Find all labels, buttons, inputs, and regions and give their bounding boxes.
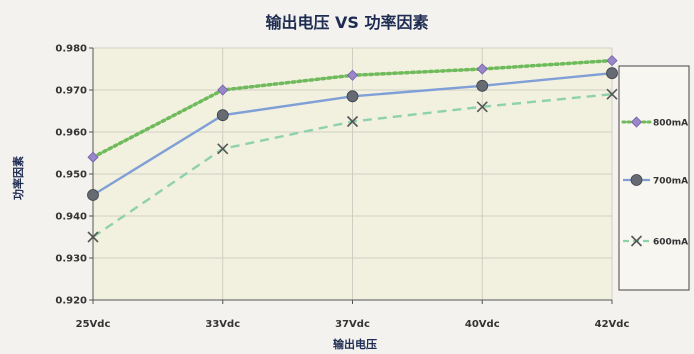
axes <box>89 47 613 304</box>
y-tick-label: 0.980 <box>55 44 87 55</box>
legend-item: 800mA <box>621 116 688 129</box>
data-point <box>606 55 618 67</box>
legend-label: 700mA <box>653 177 688 187</box>
legend-marker <box>630 235 643 247</box>
data-point <box>87 151 99 163</box>
legend-box <box>618 65 690 291</box>
y-tick-label: 0.940 <box>55 212 87 223</box>
x-tick-label: 33Vdc <box>205 319 240 330</box>
y-tick-label: 0.950 <box>55 170 87 181</box>
legend-marker <box>630 116 643 128</box>
legend-marker <box>630 174 643 186</box>
y-tick-label: 0.970 <box>55 86 87 97</box>
legend-label: 800mA <box>653 119 688 129</box>
data-point <box>346 115 359 128</box>
x-axis-title: 输出电压 <box>333 337 377 351</box>
data-point <box>606 67 618 80</box>
data-point <box>217 84 229 96</box>
y-tick-label: 0.930 <box>55 254 87 265</box>
x-tick-label: 40Vdc <box>465 319 500 330</box>
x-tick-label: 37Vdc <box>335 319 370 330</box>
x-tick-label: 25Vdc <box>76 319 111 330</box>
data-point <box>476 101 488 113</box>
legend: 800mA 700mA 600mA <box>621 116 688 248</box>
data-point <box>217 143 229 155</box>
x-tick-labels: 25Vdc 33Vdc 37Vdc 40Vdc 42Vdc <box>76 319 630 330</box>
chart-title: 输出电压 VS 功率因素 <box>265 13 428 32</box>
x-tick-label: 42Vdc <box>595 319 630 330</box>
legend-label: 600mA <box>653 238 688 248</box>
y-axis-title: 功率因素 <box>11 156 25 200</box>
y-tick-label: 0.920 <box>55 296 87 307</box>
data-point <box>606 88 618 100</box>
y-tick-labels: 0.920 0.930 0.940 0.950 0.960 0.970 0.980 <box>55 44 87 307</box>
series-700mA <box>87 67 618 201</box>
data-point <box>87 189 99 201</box>
y-tick-label: 0.960 <box>55 128 87 139</box>
data-point <box>346 69 359 81</box>
data-point <box>216 109 229 122</box>
data-point <box>87 231 99 243</box>
data-point <box>346 90 359 103</box>
series-600mA <box>87 88 618 243</box>
legend-item: 700mA <box>623 174 688 187</box>
series-800mA <box>87 55 618 163</box>
data-point <box>476 63 488 75</box>
data-point <box>476 79 489 92</box>
series-group <box>87 55 618 243</box>
legend-item: 600mA <box>623 235 688 248</box>
